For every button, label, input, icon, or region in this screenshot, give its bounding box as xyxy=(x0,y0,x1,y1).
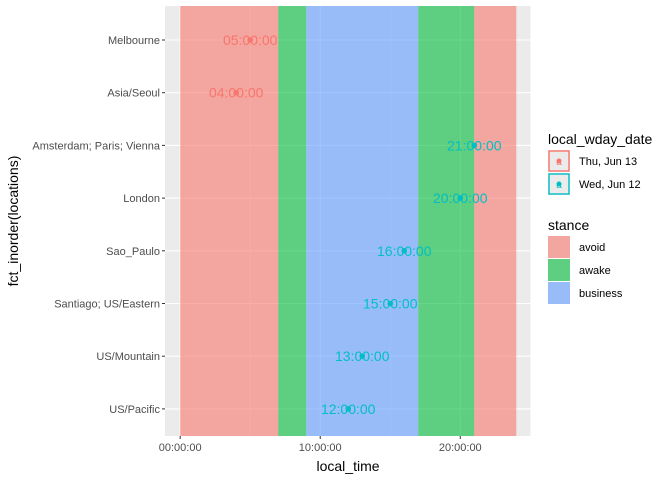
time-point xyxy=(471,142,478,149)
y-tick-label: Santiago; US/Eastern xyxy=(54,299,160,311)
stance-band-awake xyxy=(418,6,475,436)
legend-title: local_wday_date xyxy=(548,131,653,147)
legend-key-swatch xyxy=(548,150,570,172)
time-label: 21:00:00 xyxy=(447,137,502,153)
x-axis-title: local_time xyxy=(316,458,379,474)
point-layer: 05:00:00 04:00:00 21:00:00 20:00:00 16:00:00… xyxy=(209,32,502,417)
x-axis: 00:00:00 10:00:00 20:00:00 xyxy=(159,436,482,454)
legend-title: stance xyxy=(548,217,589,233)
y-tick-label: Asia/Seoul xyxy=(107,88,160,100)
time-point xyxy=(401,248,408,254)
y-tick-label: US/Mountain xyxy=(96,351,160,363)
legend-item-label: Thu, Jun 13 xyxy=(579,156,637,168)
time-label: 12:00:00 xyxy=(321,401,376,417)
time-point xyxy=(247,37,253,43)
legend-item-label: business xyxy=(579,288,623,300)
legend-item-label: Wed, Jun 12 xyxy=(579,179,641,191)
stance-band-avoid xyxy=(474,6,517,436)
y-tick-label: Sao_Paulo xyxy=(106,246,160,258)
y-tick-label: London xyxy=(123,193,160,205)
time-label: 04:00:00 xyxy=(209,85,264,101)
band-layer xyxy=(180,6,517,436)
stance-band-avoid xyxy=(180,6,279,436)
time-label: 13:00:00 xyxy=(335,348,390,364)
time-point xyxy=(233,89,239,96)
x-tick-label: 00:00:00 xyxy=(159,442,202,454)
y-axis-title: fct_inorder(locations) xyxy=(5,156,21,287)
time-point xyxy=(345,406,352,412)
legend-key-swatch xyxy=(548,259,570,281)
y-axis: Melbourne Asia/Seoul Amsterdam; Paris; Vie… xyxy=(32,35,165,416)
y-tick-label: US/Pacific xyxy=(109,404,160,416)
time-point xyxy=(387,300,394,307)
legend-key-swatch xyxy=(548,173,570,195)
time-label: 05:00:00 xyxy=(223,32,278,48)
legend-key-letter: a xyxy=(556,180,562,191)
x-tick-label: 20:00:00 xyxy=(439,442,482,454)
legend-key-swatch xyxy=(548,236,570,258)
stance-band-awake xyxy=(278,6,307,436)
stance-band-business xyxy=(306,6,419,436)
legend-key-point xyxy=(556,181,562,187)
legend-item-label: awake xyxy=(579,265,611,277)
legend-item-label: avoid xyxy=(579,242,605,254)
time-point xyxy=(359,353,366,360)
legend-key-letter: a xyxy=(556,157,562,168)
time-label: 16:00:00 xyxy=(377,243,432,259)
legend-key-swatch xyxy=(548,282,570,304)
legend-key-point xyxy=(556,158,562,164)
y-tick-label: Melbourne xyxy=(108,35,160,47)
time-point xyxy=(457,195,464,201)
x-tick-label: 10:00:00 xyxy=(299,442,342,454)
time-label: 20:00:00 xyxy=(433,190,488,206)
time-label: 15:00:00 xyxy=(363,296,418,312)
y-tick-label: Amsterdam; Paris; Vienna xyxy=(32,140,160,152)
